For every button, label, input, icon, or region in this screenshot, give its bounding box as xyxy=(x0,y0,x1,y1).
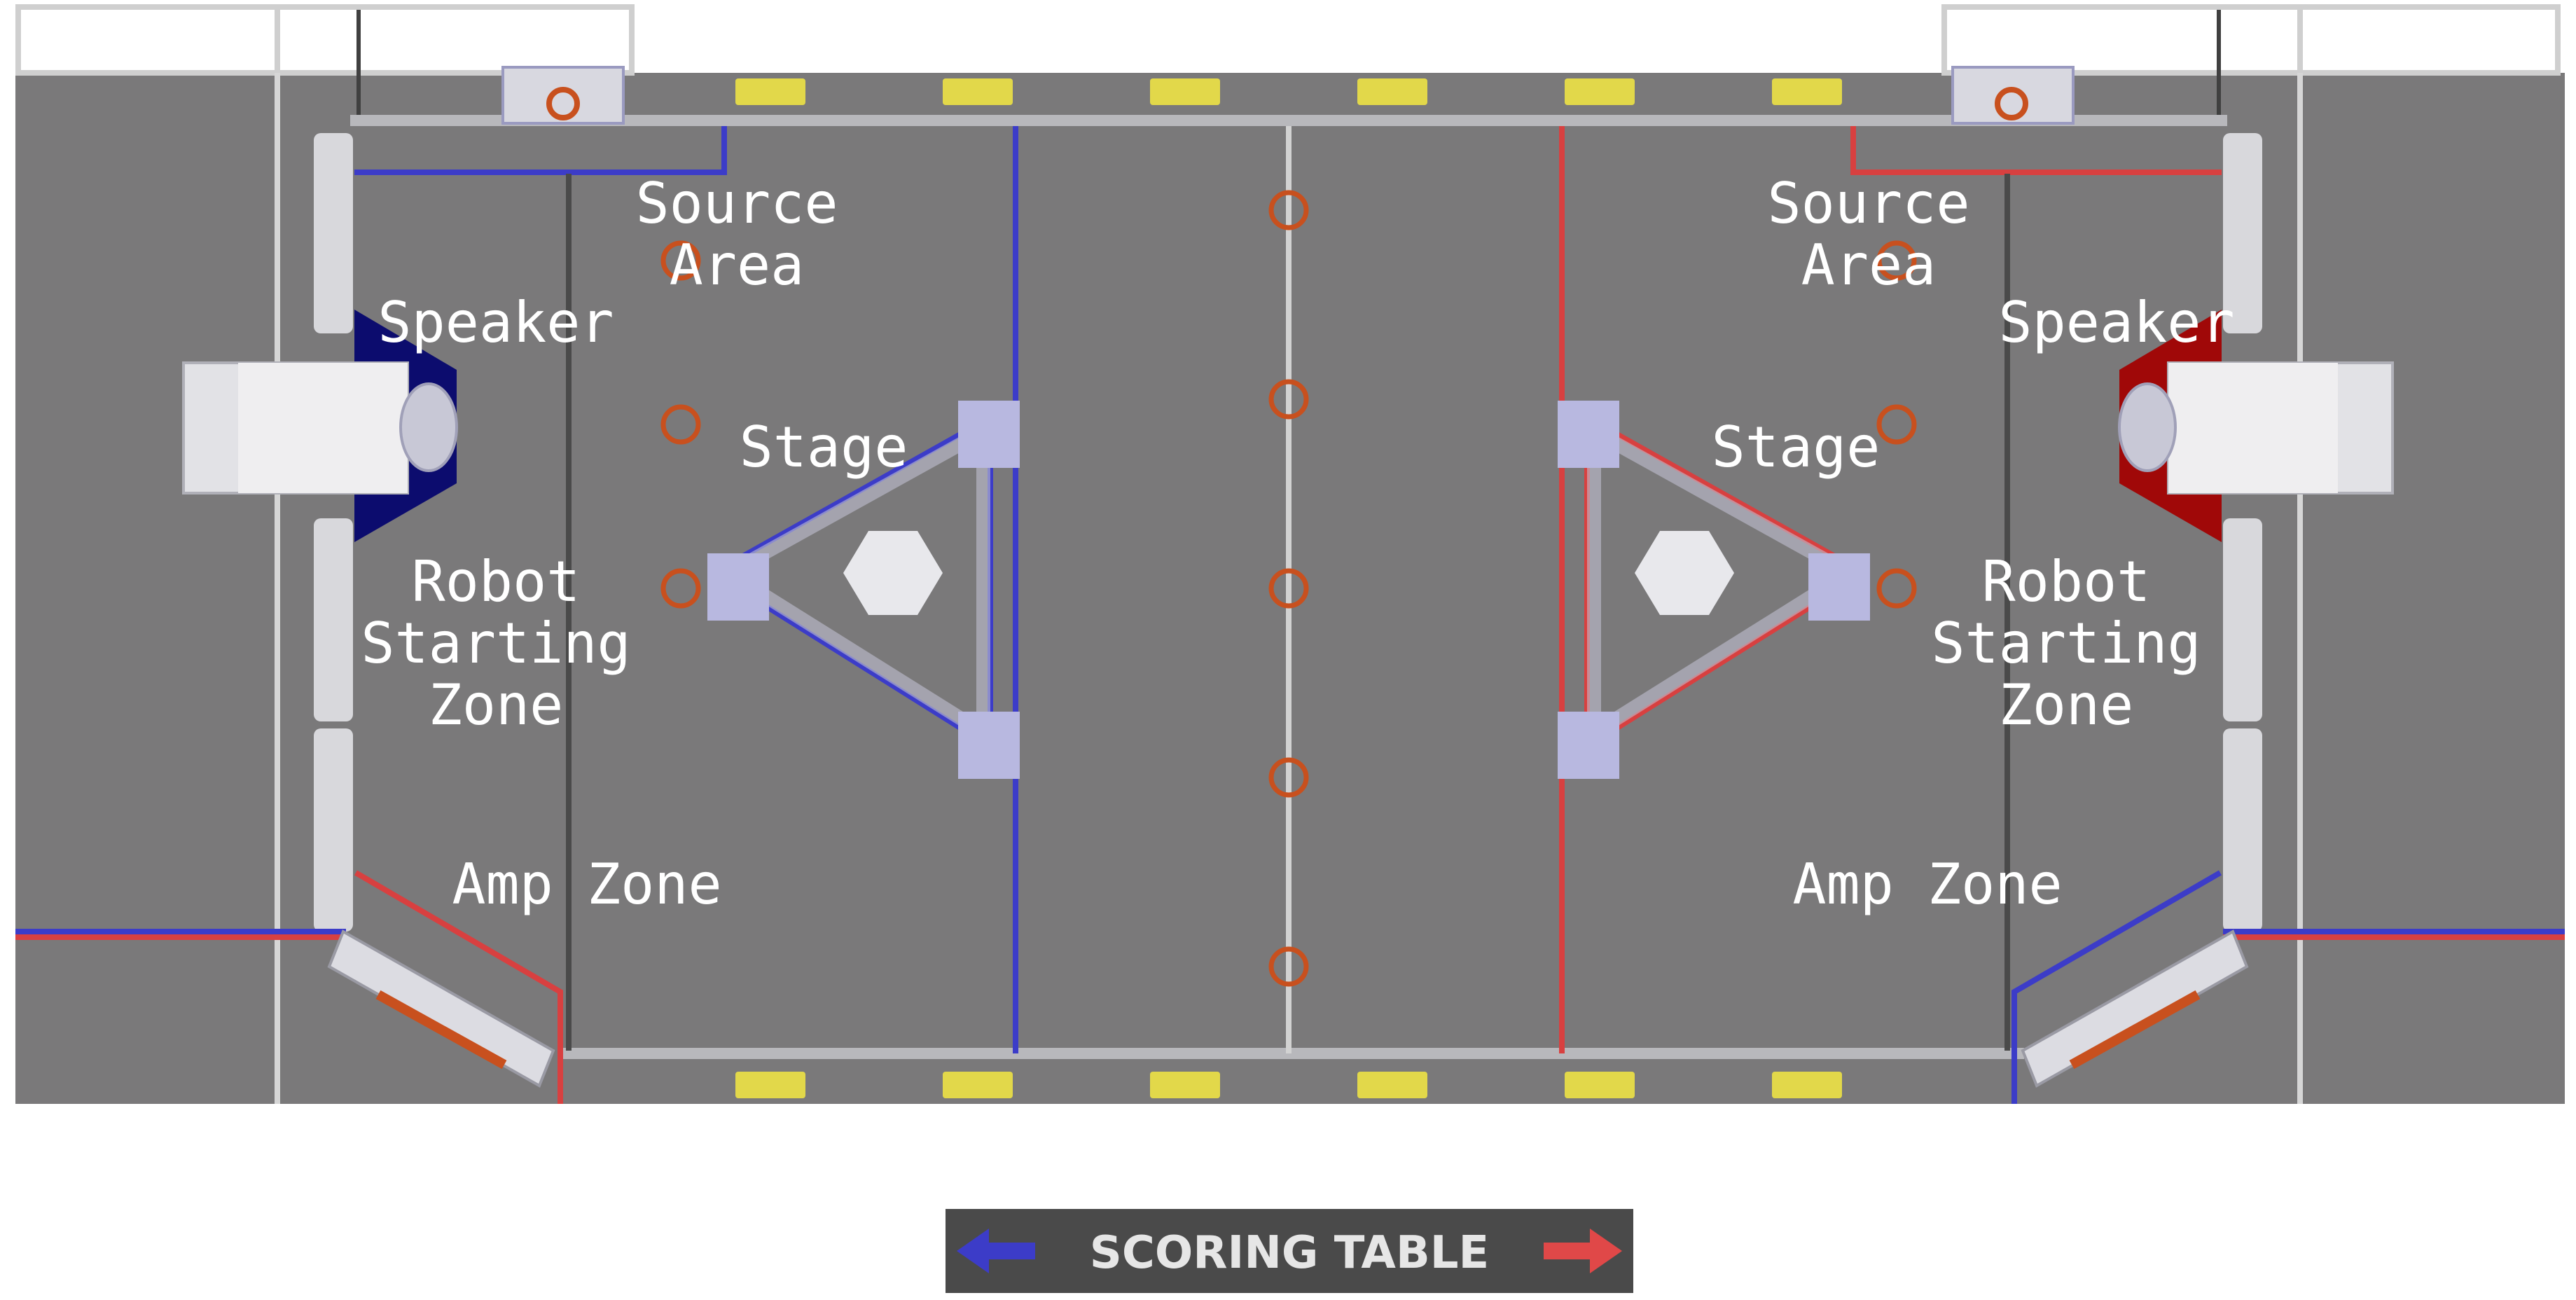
blue-amp-zone-label: Amp Zone xyxy=(452,852,721,917)
red-source-station xyxy=(1951,66,2075,125)
note-ring xyxy=(1268,946,1309,987)
bottom-bumper-blocks xyxy=(735,1072,1842,1098)
scoring-table: SCORING TABLE xyxy=(946,1209,1633,1293)
note-ring xyxy=(1268,757,1309,798)
scoring-table-label: SCORING TABLE xyxy=(1090,1227,1489,1279)
zone-labels: Source Area Source Area Speaker Speaker … xyxy=(361,171,2234,917)
blue-amp xyxy=(327,929,555,1088)
red-amp xyxy=(2021,929,2249,1088)
note-ring xyxy=(1268,568,1309,609)
blue-source-station xyxy=(501,66,625,125)
note-ring xyxy=(1876,568,1917,609)
blue-source-label: Source xyxy=(636,171,838,236)
blue-starting-zone-label: Zone xyxy=(429,672,564,738)
red-stage-label: Stage xyxy=(1712,415,1881,480)
note-ring xyxy=(660,404,701,445)
note-ring xyxy=(1268,190,1309,230)
blue-speaker xyxy=(182,310,458,542)
note-ring xyxy=(1876,240,1917,281)
blue-stage xyxy=(707,401,1020,779)
blue-stage-label: Stage xyxy=(740,415,908,480)
blue-speaker-label: Speaker xyxy=(378,290,614,355)
left-arrow-icon xyxy=(957,1229,1035,1273)
right-arrow-icon xyxy=(1544,1229,1622,1273)
note-ring xyxy=(1268,379,1309,420)
note-ring xyxy=(660,240,701,281)
red-speaker-label: Speaker xyxy=(1998,290,2234,355)
note-ring xyxy=(1876,404,1917,445)
red-starting-zone-label: Starting xyxy=(1931,611,2201,676)
red-starting-zone-label: Robot xyxy=(1982,549,2151,614)
red-speaker xyxy=(2118,310,2394,542)
note-ring xyxy=(660,568,701,609)
top-bumper-blocks xyxy=(735,78,1842,105)
blue-source-label: Area xyxy=(670,233,805,298)
red-amp-zone-label: Amp Zone xyxy=(1792,852,2062,917)
red-alliance-lines xyxy=(15,126,2565,1104)
red-source-label: Source xyxy=(1768,171,1970,236)
red-starting-zone-label: Zone xyxy=(1999,672,2134,738)
red-stage xyxy=(1558,401,1870,779)
blue-starting-zone-label: Robot xyxy=(412,549,581,614)
blue-starting-zone-label: Starting xyxy=(361,611,630,676)
red-source-label: Area xyxy=(1801,233,1937,298)
blue-alliance-lines xyxy=(15,126,2565,1104)
game-notes xyxy=(660,190,1917,987)
